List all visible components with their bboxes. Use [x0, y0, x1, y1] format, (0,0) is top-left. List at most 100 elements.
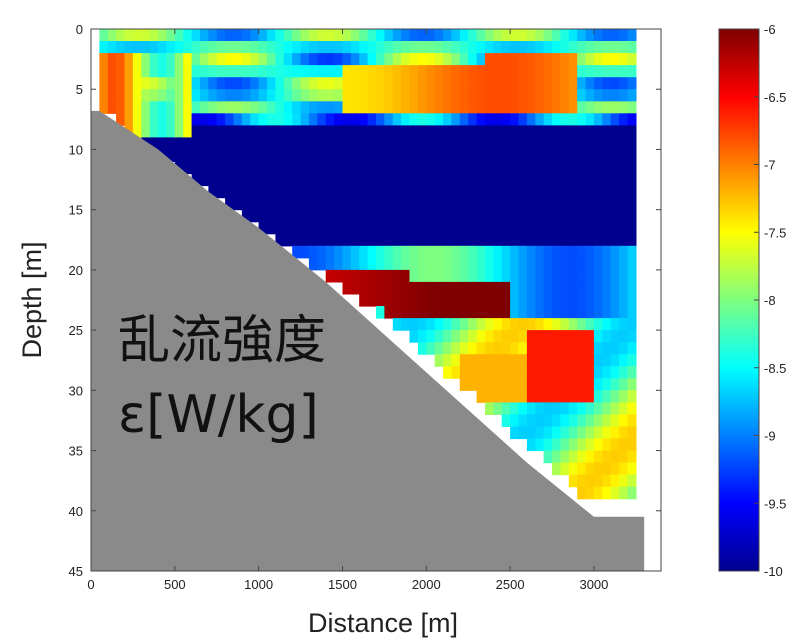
- heat-cell: [568, 173, 578, 187]
- heat-cell: [610, 65, 620, 78]
- heat-cell: [275, 65, 285, 78]
- heat-cell: [359, 294, 369, 307]
- heat-cell: [417, 185, 427, 199]
- heat-cell: [367, 65, 377, 78]
- x-tick-label: 1000: [244, 577, 273, 592]
- heat-cell: [543, 426, 553, 440]
- heat-cell: [401, 65, 411, 78]
- heat-cell: [317, 161, 327, 175]
- heat-cell: [577, 53, 587, 66]
- heat-cell: [451, 221, 461, 235]
- heat-cell: [124, 89, 134, 102]
- heat-cell: [476, 113, 486, 126]
- heat-cell: [593, 29, 603, 42]
- heat-cell: [535, 101, 545, 114]
- heat-cell: [568, 269, 578, 283]
- heat-cell: [225, 185, 235, 199]
- heat-cell: [577, 366, 587, 379]
- heat-cell: [367, 29, 377, 42]
- heat-cell: [233, 185, 243, 199]
- heat-cell: [577, 486, 587, 500]
- heat-cell: [191, 113, 201, 126]
- heat-cell: [518, 173, 528, 187]
- heat-cell: [552, 233, 561, 247]
- heat-cell: [552, 414, 561, 427]
- heat-cell: [300, 101, 310, 114]
- heat-cell: [577, 426, 587, 440]
- heat-cell: [568, 197, 578, 211]
- heat-cell: [593, 125, 603, 138]
- heat-cell: [501, 125, 511, 138]
- heat-cell: [501, 173, 511, 187]
- x-axis-ticks: 0 500 1000 1500 2000 2500 3000: [87, 29, 608, 592]
- heat-cell: [426, 113, 436, 126]
- heat-cell: [459, 29, 469, 42]
- heat-cell: [585, 77, 595, 90]
- heat-cell: [451, 197, 461, 211]
- heat-cell: [141, 113, 151, 126]
- heat-cell: [325, 233, 335, 247]
- heat-cell: [526, 89, 536, 102]
- heat-cell: [526, 245, 536, 259]
- heat-cell: [275, 53, 285, 66]
- y-tick-label: 15: [69, 203, 83, 218]
- heat-cell: [568, 245, 578, 259]
- heat-cell: [292, 137, 302, 150]
- heat-cell: [543, 101, 553, 114]
- heat-cell: [619, 161, 629, 175]
- heat-cell: [560, 378, 570, 391]
- heat-cell: [476, 77, 486, 90]
- heat-cell: [409, 173, 419, 187]
- heat-cell: [208, 125, 218, 138]
- heat-cell: [627, 137, 637, 150]
- heat-cell: [166, 137, 176, 150]
- heat-cell: [342, 281, 352, 295]
- colorbar-tick-label: -9.5: [764, 496, 786, 511]
- heat-cell: [468, 137, 478, 150]
- heat-cell: [501, 77, 511, 90]
- heat-cell: [350, 161, 360, 175]
- heat-cell: [166, 89, 176, 102]
- heat-cell: [552, 209, 561, 223]
- heat-cell: [376, 221, 385, 235]
- heat-cell: [401, 221, 411, 235]
- heat-cell: [132, 125, 142, 138]
- heat-cell: [367, 41, 377, 54]
- heat-cell: [191, 89, 201, 102]
- heat-cell: [409, 185, 419, 199]
- heat-cell: [384, 137, 394, 150]
- heat-cell: [417, 77, 427, 90]
- heat-cell: [409, 233, 419, 247]
- heat-cell: [350, 245, 360, 259]
- heat-cell: [392, 137, 402, 150]
- heat-cell: [392, 233, 402, 247]
- heat-cell: [434, 77, 444, 90]
- heat-cell: [392, 29, 402, 42]
- heat-cell: [350, 185, 360, 199]
- heat-cell: [258, 209, 268, 223]
- heat-cell: [325, 125, 335, 138]
- heat-cell: [568, 318, 578, 331]
- heat-cell: [510, 65, 520, 78]
- heat-cell: [510, 318, 520, 331]
- heat-cell: [426, 281, 436, 295]
- heat-cell: [158, 65, 168, 78]
- heat-cell: [585, 89, 595, 102]
- heat-cell: [300, 41, 310, 54]
- heat-cell: [602, 137, 612, 150]
- heat-cell: [283, 173, 293, 187]
- heat-cell: [426, 173, 436, 187]
- heat-cell: [376, 185, 385, 199]
- heat-cell: [585, 450, 595, 464]
- heat-cell: [619, 414, 629, 427]
- heat-cell: [275, 125, 285, 138]
- heat-cell: [359, 113, 369, 126]
- heat-cell: [116, 77, 126, 90]
- heat-cell: [619, 486, 629, 500]
- heat-cell: [627, 414, 637, 427]
- heat-cell: [535, 426, 545, 440]
- heat-cell: [610, 414, 620, 427]
- heat-cell: [602, 173, 612, 187]
- heat-cell: [518, 426, 528, 440]
- heat-cell: [501, 113, 511, 126]
